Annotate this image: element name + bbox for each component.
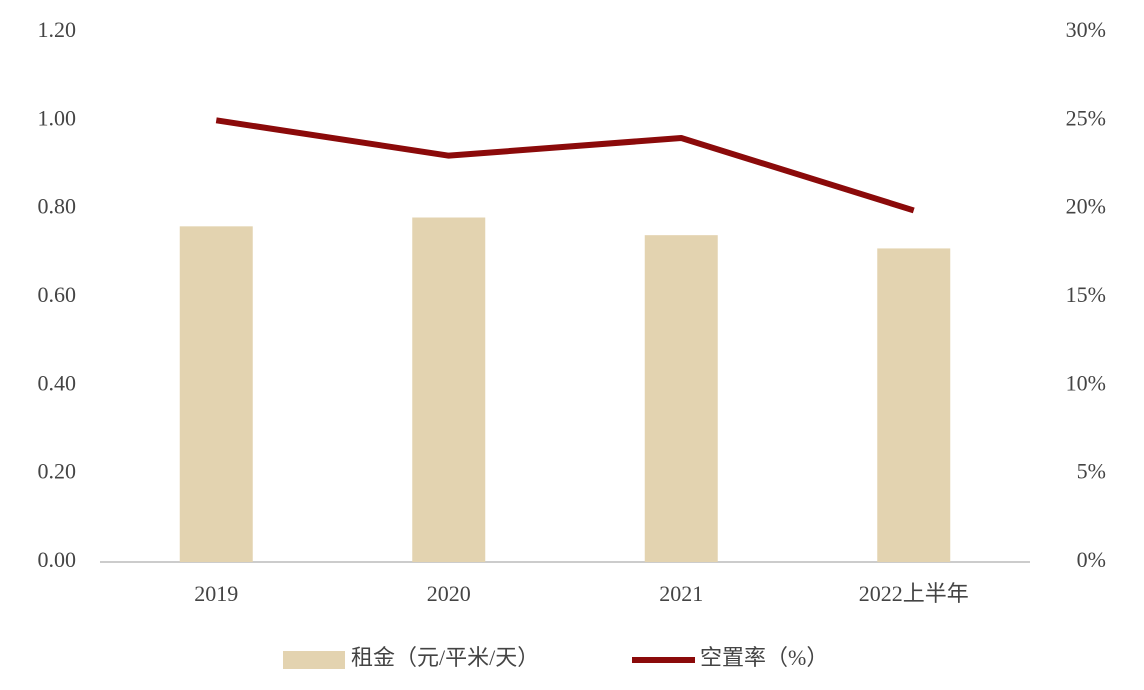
y-tick-label: 0.20 [38,459,77,484]
legend-label: 空置率（%） [700,645,828,670]
y2-tick-label: 5% [1077,459,1106,484]
y2-tick-label: 0% [1077,547,1106,572]
x-tick-label: 2021 [659,581,703,606]
y-tick-label: 0.80 [38,194,77,219]
y-tick-label: 0.40 [38,370,77,395]
bar [877,248,951,562]
legend-label: 租金（元/平米/天） [351,645,539,670]
bar [179,226,253,563]
x-tick-label: 2022上半年 [859,581,969,606]
x-tick-label: 2020 [427,581,471,606]
y2-tick-label: 15% [1066,282,1106,307]
line [215,117,915,214]
bar [644,235,718,562]
legend-swatch [283,651,345,669]
y-tick-label: 0.60 [38,282,77,307]
y2-tick-label: 25% [1066,105,1106,130]
y-tick-label: 1.20 [38,17,77,42]
bar [412,217,486,562]
y-tick-label: 1.00 [38,105,77,130]
y-tick-label: 0.00 [38,547,77,572]
x-tick-label: 2019 [194,581,238,606]
y2-tick-label: 10% [1066,370,1106,395]
y2-tick-label: 20% [1066,194,1106,219]
y2-tick-label: 30% [1066,17,1106,42]
